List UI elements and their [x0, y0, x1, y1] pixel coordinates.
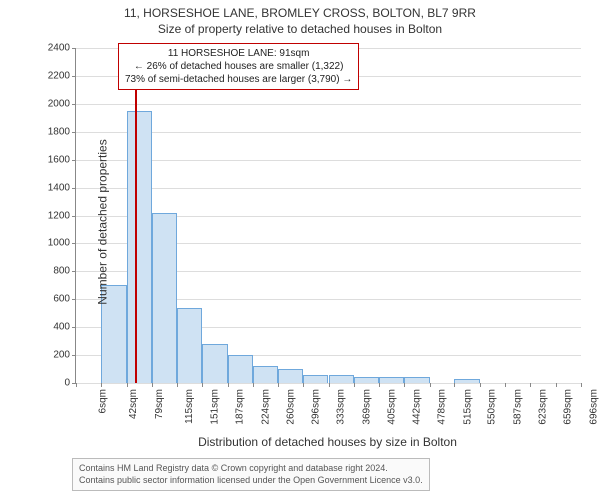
y-tick [72, 76, 76, 77]
x-tick [581, 383, 582, 387]
x-tick [278, 383, 279, 387]
x-tick-label: 369sqm [361, 389, 372, 425]
x-tick [202, 383, 203, 387]
x-tick-label: 587sqm [513, 389, 524, 425]
histogram-bar [278, 369, 304, 383]
y-axis-label: Number of detached properties [96, 139, 110, 304]
x-tick [76, 383, 77, 387]
x-tick-label: 187sqm [234, 389, 245, 425]
y-tick [72, 271, 76, 272]
x-tick-label: 442sqm [412, 389, 423, 425]
x-tick [228, 383, 229, 387]
y-tick-label: 800 [53, 266, 70, 277]
footer-attribution: Contains HM Land Registry data © Crown c… [72, 458, 430, 491]
y-tick-label: 2400 [48, 43, 70, 54]
x-tick [101, 383, 102, 387]
y-tick-label: 1800 [48, 126, 70, 137]
x-tick-label: 550sqm [487, 389, 498, 425]
y-tick [72, 243, 76, 244]
histogram-bar [379, 377, 404, 383]
histogram-bar [303, 375, 328, 383]
annotation-line-2: ← 26% of detached houses are smaller (1,… [125, 60, 352, 73]
annotation-line-1: 11 HORSESHOE LANE: 91sqm [125, 47, 352, 60]
x-tick-label: 79sqm [154, 389, 165, 419]
y-tick [72, 104, 76, 105]
y-tick [72, 355, 76, 356]
x-tick-label: 659sqm [563, 389, 574, 425]
y-tick [72, 132, 76, 133]
x-tick-label: 405sqm [386, 389, 397, 425]
chart-title-main: 11, HORSESHOE LANE, BROMLEY CROSS, BOLTO… [0, 6, 600, 20]
x-tick [127, 383, 128, 387]
x-tick [152, 383, 153, 387]
y-tick [72, 216, 76, 217]
x-tick [556, 383, 557, 387]
x-tick-label: 42sqm [128, 389, 139, 419]
x-tick [253, 383, 254, 387]
x-tick-label: 515sqm [463, 389, 474, 425]
footer-line-2: Contains public sector information licen… [79, 475, 423, 487]
y-tick [72, 188, 76, 189]
y-tick-label: 600 [53, 294, 70, 305]
reference-line [135, 48, 137, 383]
x-tick [303, 383, 304, 387]
histogram-bar [152, 213, 177, 383]
x-tick-label: 333sqm [336, 389, 347, 425]
histogram-bar [354, 377, 380, 383]
x-axis-label: Distribution of detached houses by size … [75, 435, 580, 449]
x-tick-label: 151sqm [209, 389, 220, 425]
x-tick [177, 383, 178, 387]
histogram-bar [177, 308, 202, 383]
x-tick [379, 383, 380, 387]
y-tick-label: 400 [53, 322, 70, 333]
histogram-bar [253, 366, 278, 383]
x-tick-label: 224sqm [260, 389, 271, 425]
x-tick [354, 383, 355, 387]
y-tick-label: 2000 [48, 98, 70, 109]
histogram-bar [454, 379, 480, 383]
x-tick [505, 383, 506, 387]
plot-area: 0200400600800100012001400160018002000220… [75, 48, 581, 384]
x-tick [530, 383, 531, 387]
annotation-line-3: 73% of semi-detached houses are larger (… [125, 73, 352, 86]
histogram-bar [228, 355, 253, 383]
x-tick-label: 115sqm [184, 389, 195, 424]
x-tick [329, 383, 330, 387]
histogram-bar [329, 375, 354, 383]
x-tick [404, 383, 405, 387]
x-tick-label: 696sqm [589, 389, 600, 425]
y-tick-label: 200 [53, 350, 70, 361]
x-tick [480, 383, 481, 387]
x-tick-label: 623sqm [538, 389, 549, 425]
y-tick-label: 1400 [48, 182, 70, 193]
y-tick [72, 48, 76, 49]
y-tick-label: 0 [64, 378, 70, 389]
x-tick-label: 296sqm [310, 389, 321, 425]
annotation-box: 11 HORSESHOE LANE: 91sqm ← 26% of detach… [118, 43, 359, 90]
x-tick-label: 260sqm [285, 389, 296, 425]
gridline [76, 104, 581, 105]
x-tick-label: 6sqm [97, 389, 108, 413]
footer-line-1: Contains HM Land Registry data © Crown c… [79, 463, 423, 475]
y-tick-label: 1200 [48, 210, 70, 221]
x-tick-label: 478sqm [437, 389, 448, 425]
x-tick [430, 383, 431, 387]
y-tick [72, 327, 76, 328]
chart-title-sub: Size of property relative to detached ho… [0, 22, 600, 36]
histogram-bar [404, 377, 430, 383]
histogram-bar [127, 111, 152, 383]
y-tick-label: 1000 [48, 238, 70, 249]
x-tick [454, 383, 455, 387]
histogram-bar [202, 344, 228, 383]
y-tick [72, 160, 76, 161]
y-tick-label: 1600 [48, 154, 70, 165]
y-tick-label: 2200 [48, 70, 70, 81]
y-tick [72, 299, 76, 300]
